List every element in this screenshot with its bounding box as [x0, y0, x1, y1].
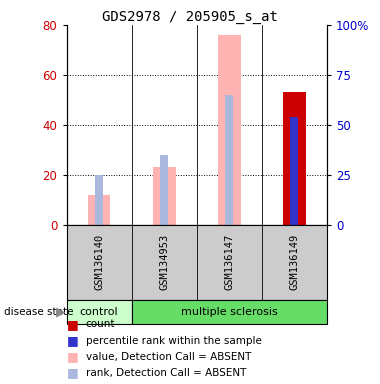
Bar — [88, 195, 111, 225]
Text: ■: ■ — [66, 350, 78, 363]
Text: GSM134953: GSM134953 — [159, 234, 169, 290]
Bar — [95, 175, 103, 225]
Text: count: count — [86, 319, 115, 329]
Text: control: control — [80, 307, 118, 317]
Text: ■: ■ — [66, 334, 78, 347]
Text: GSM136140: GSM136140 — [94, 234, 104, 290]
Bar — [290, 118, 298, 225]
Text: ■: ■ — [66, 366, 78, 379]
Text: ■: ■ — [66, 318, 78, 331]
Bar — [218, 35, 241, 225]
Text: value, Detection Call = ABSENT: value, Detection Call = ABSENT — [86, 352, 251, 362]
Text: GSM136147: GSM136147 — [224, 234, 234, 290]
Bar — [160, 155, 168, 225]
Bar — [131, 300, 327, 324]
Bar — [225, 95, 233, 225]
Text: multiple sclerosis: multiple sclerosis — [181, 307, 277, 317]
Text: percentile rank within the sample: percentile rank within the sample — [86, 336, 261, 346]
Bar — [66, 300, 131, 324]
Text: disease state: disease state — [4, 307, 73, 317]
Bar — [283, 93, 306, 225]
Text: GSM136149: GSM136149 — [289, 234, 299, 290]
Text: rank, Detection Call = ABSENT: rank, Detection Call = ABSENT — [86, 368, 246, 378]
Bar — [153, 167, 176, 225]
Text: ▶: ▶ — [56, 306, 66, 318]
Text: GDS2978 / 205905_s_at: GDS2978 / 205905_s_at — [102, 10, 278, 23]
